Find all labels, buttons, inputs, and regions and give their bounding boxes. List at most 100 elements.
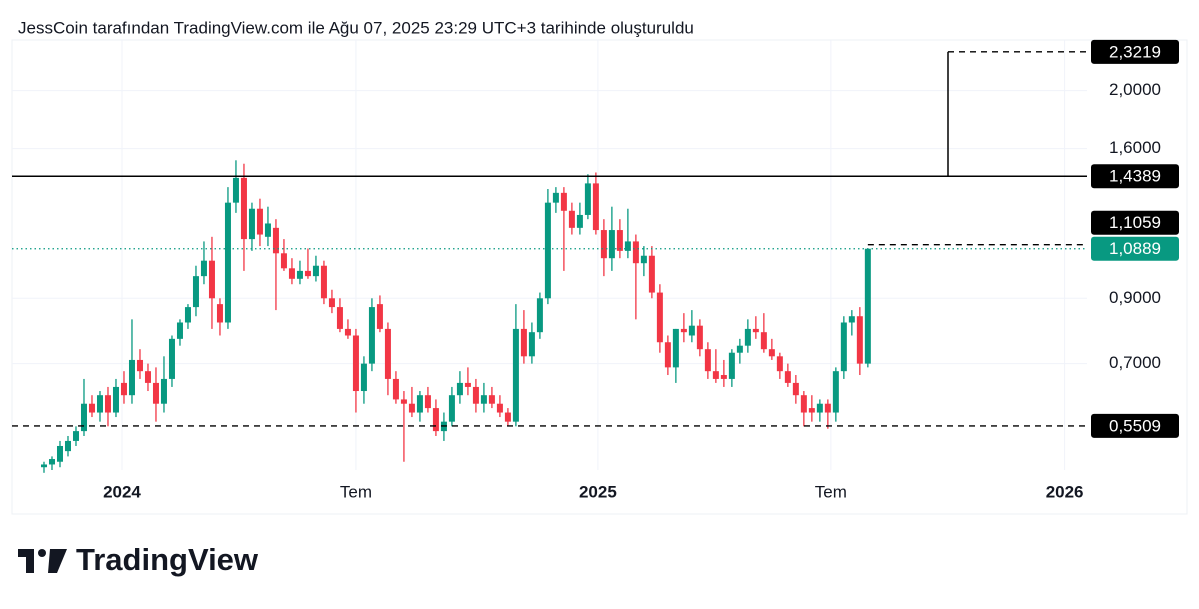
candle-body bbox=[840, 322, 847, 372]
candle-body bbox=[560, 192, 567, 211]
candle-body bbox=[448, 395, 455, 422]
price-label-box bbox=[1091, 210, 1179, 235]
x-tick-label: 2026 bbox=[1046, 482, 1084, 501]
candle-body bbox=[336, 307, 343, 329]
candle-body bbox=[192, 276, 199, 308]
candle-body bbox=[648, 255, 655, 293]
candle-body bbox=[160, 378, 167, 404]
candle-body bbox=[776, 356, 783, 372]
candle-body bbox=[760, 332, 767, 350]
candle-body bbox=[784, 371, 791, 383]
candle-body bbox=[256, 208, 263, 235]
candle-body bbox=[72, 431, 79, 441]
x-tick-label: Tem bbox=[815, 482, 847, 501]
candle-body bbox=[216, 304, 223, 323]
candle-body bbox=[376, 304, 383, 329]
candle-body bbox=[608, 230, 615, 259]
candle-body bbox=[456, 382, 463, 396]
candle-body bbox=[816, 403, 823, 413]
candle-body bbox=[688, 325, 695, 336]
candle-body bbox=[64, 440, 71, 452]
candle-body bbox=[624, 241, 631, 251]
candle-body bbox=[576, 214, 583, 228]
candle-body bbox=[200, 260, 207, 277]
candle-body bbox=[280, 253, 287, 269]
candle-body bbox=[328, 298, 335, 308]
candle-body bbox=[824, 403, 831, 413]
candle-body bbox=[592, 183, 599, 231]
candle-body bbox=[304, 270, 311, 277]
candle-body bbox=[848, 316, 855, 323]
candle-body bbox=[408, 403, 415, 413]
candle-body bbox=[656, 292, 663, 343]
candle-body bbox=[504, 412, 511, 422]
candle-body bbox=[400, 399, 407, 404]
price-label: 1,4389 bbox=[1109, 167, 1161, 186]
candle-body bbox=[512, 328, 519, 422]
candle-body bbox=[384, 328, 391, 379]
candle-body bbox=[568, 210, 575, 228]
candle-body bbox=[368, 307, 375, 364]
candle-body bbox=[208, 260, 215, 299]
candle-body bbox=[752, 328, 759, 333]
candle-body bbox=[296, 270, 303, 279]
candle-body bbox=[696, 325, 703, 350]
candle-body bbox=[432, 408, 439, 432]
candle-body bbox=[728, 352, 735, 379]
x-tick-label: 2025 bbox=[579, 482, 617, 501]
candle-body bbox=[680, 328, 687, 333]
candle-body bbox=[48, 459, 55, 465]
logo-icon bbox=[18, 549, 67, 573]
candle-body bbox=[120, 382, 127, 396]
candle-body bbox=[312, 265, 319, 277]
candle-body bbox=[360, 363, 367, 392]
candle-body bbox=[184, 307, 191, 323]
candle-body bbox=[808, 408, 815, 413]
price-label: 0,5509 bbox=[1109, 416, 1161, 435]
candle-body bbox=[720, 375, 727, 379]
candle-body bbox=[272, 227, 279, 254]
candle-body bbox=[584, 183, 591, 215]
price-label: 2,3219 bbox=[1109, 42, 1161, 61]
candle-body bbox=[416, 395, 423, 413]
price-label-box bbox=[1091, 164, 1179, 189]
candle-body bbox=[800, 395, 807, 413]
candle-body bbox=[464, 382, 471, 387]
candle-body bbox=[632, 241, 639, 264]
price-label-box bbox=[1091, 413, 1179, 438]
y-tick-label: 0,9000 bbox=[1109, 288, 1161, 307]
candle-body bbox=[424, 395, 431, 409]
candle-body bbox=[248, 208, 255, 240]
candle-body bbox=[672, 328, 679, 368]
price-label-box bbox=[1091, 236, 1179, 261]
candle-body bbox=[176, 322, 183, 339]
candle-body bbox=[488, 395, 495, 404]
candle-body bbox=[240, 177, 247, 240]
candle-body bbox=[520, 328, 527, 357]
candle-body bbox=[168, 338, 175, 379]
candle-body bbox=[640, 255, 647, 264]
candle-body bbox=[136, 359, 143, 372]
candle-body bbox=[544, 202, 551, 299]
candle-body bbox=[736, 345, 743, 353]
candle-body bbox=[768, 349, 775, 357]
candle-body bbox=[744, 328, 751, 346]
candle-body bbox=[528, 332, 535, 357]
candle-body bbox=[600, 230, 607, 259]
header-text: JessCoin tarafından TradingView.com ile … bbox=[18, 18, 694, 37]
plot: 0,5509 1,0889 1,1059 1,4389 2,3219 bbox=[12, 39, 1179, 473]
candle-body bbox=[496, 403, 503, 413]
candle-body bbox=[392, 378, 399, 400]
candle-body bbox=[712, 371, 719, 379]
candle-body bbox=[480, 395, 487, 404]
candle-body bbox=[152, 382, 159, 404]
y-tick-label: 1,6000 bbox=[1109, 138, 1161, 157]
candle-body bbox=[536, 298, 543, 333]
y-tick-label: 2,0000 bbox=[1109, 80, 1161, 99]
candle-body bbox=[112, 386, 119, 413]
candle-body bbox=[856, 316, 863, 364]
candle-body bbox=[552, 192, 559, 203]
price-label-box bbox=[1091, 39, 1179, 64]
